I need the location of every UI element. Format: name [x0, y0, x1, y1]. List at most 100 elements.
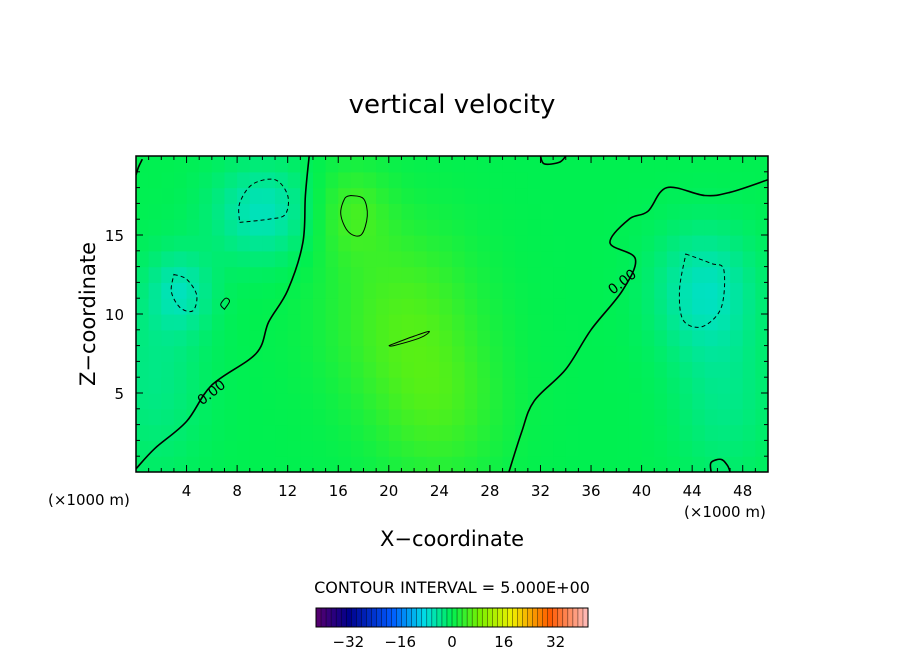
- heatmap-cell: [654, 235, 668, 252]
- heatmap-cell: [300, 282, 314, 299]
- heatmap-cell: [376, 171, 390, 189]
- colorbar-frame: [315, 607, 589, 628]
- heatmap-cell: [376, 377, 390, 394]
- heatmap-cell: [376, 266, 390, 283]
- heatmap-cell: [338, 171, 352, 189]
- heatmap-cell: [211, 250, 226, 268]
- heatmap-cell: [388, 156, 403, 173]
- heatmap-cell: [692, 282, 706, 299]
- heatmap-cell: [603, 266, 617, 283]
- heatmap-cell: [275, 377, 289, 394]
- heatmap-cell: [717, 361, 731, 378]
- heatmap-cell: [717, 250, 731, 268]
- heatmap-cell: [578, 361, 592, 378]
- heatmap-cell: [540, 408, 554, 426]
- heatmap-cell: [173, 408, 188, 426]
- heatmap-cell: [755, 456, 768, 472]
- heatmap-cell: [376, 187, 390, 204]
- colorbar-swatch: [567, 608, 574, 627]
- heatmap-cell: [199, 250, 213, 268]
- heatmap-cell: [376, 345, 390, 362]
- heatmap-cell: [616, 345, 630, 362]
- heatmap-cell: [262, 456, 276, 472]
- heatmap-cell: [376, 329, 390, 347]
- heatmap-cell: [755, 298, 768, 315]
- heatmap-cell: [414, 282, 428, 299]
- heatmap-cell: [540, 393, 554, 410]
- heatmap-cell: [717, 156, 731, 173]
- heatmap-cell: [414, 345, 428, 362]
- heatmap-cell: [527, 203, 542, 220]
- heatmap-cell: [641, 250, 655, 268]
- heatmap-cell: [161, 203, 175, 220]
- colorbar-swatch: [441, 608, 448, 627]
- heatmap-cell: [338, 156, 352, 173]
- heatmap-cell: [717, 171, 731, 189]
- heatmap-cell: [350, 361, 365, 378]
- heatmap-cell: [312, 408, 327, 426]
- heatmap-cell: [641, 440, 655, 457]
- heatmap-cell: [527, 282, 542, 299]
- heatmap-cell: [211, 314, 226, 331]
- heatmap-cell: [249, 361, 263, 378]
- heatmap-cell: [363, 314, 377, 331]
- heatmap-cell: [489, 219, 504, 236]
- heatmap-cell: [439, 408, 453, 426]
- heatmap-cell: [616, 203, 630, 220]
- heatmap-cell: [603, 424, 617, 441]
- heatmap-cell: [325, 235, 339, 252]
- heatmap-cell: [414, 424, 428, 441]
- contour-negative: [678, 253, 726, 328]
- heatmap-cell: [565, 377, 579, 394]
- heatmap-cell: [628, 329, 643, 347]
- heatmap-cell: [515, 219, 529, 236]
- heatmap-cell: [591, 377, 605, 394]
- heatmap-cell: [224, 456, 238, 472]
- contour-zero: [136, 156, 310, 470]
- heatmap-cell: [338, 282, 352, 299]
- heatmap-cell: [527, 440, 542, 457]
- heatmap-cell: [679, 298, 693, 315]
- colorbar-swatch: [557, 608, 564, 627]
- heatmap-cell: [350, 156, 365, 173]
- heatmap-cell: [578, 393, 592, 410]
- contour-positive: [388, 330, 430, 347]
- heatmap-cell: [199, 298, 213, 315]
- heatmap-cell: [679, 266, 693, 283]
- contour-lines: [136, 156, 768, 472]
- heatmap-cell: [363, 282, 377, 299]
- heatmap-cell: [388, 282, 403, 299]
- heatmap-cell: [414, 266, 428, 283]
- heatmap-cell: [477, 219, 491, 236]
- heatmap-cell: [742, 156, 756, 173]
- colorbar-swatch: [497, 608, 503, 627]
- heatmap-cell: [262, 235, 276, 252]
- heatmap-cell: [148, 298, 162, 315]
- heatmap-cell: [553, 314, 567, 331]
- heatmap-cell: [148, 235, 162, 252]
- heatmap-cell: [426, 171, 440, 189]
- heatmap-cell: [224, 424, 238, 441]
- colorbar-swatch: [346, 608, 352, 627]
- heatmap-cell: [363, 456, 377, 472]
- heatmap-cell: [692, 219, 706, 236]
- heatmap-cell: [540, 235, 554, 252]
- heatmap-cell: [452, 187, 466, 204]
- heatmap-cell: [363, 408, 377, 426]
- heatmap-cell: [464, 298, 478, 315]
- contour-negative: [238, 178, 289, 223]
- heatmap-cell: [464, 282, 478, 299]
- heatmap-cell: [401, 219, 415, 236]
- heatmap-cell: [300, 345, 314, 362]
- heatmap-cell: [388, 298, 403, 315]
- heatmap-cell: [730, 250, 744, 268]
- heatmap-cell: [730, 171, 744, 189]
- x-axis-label: X−coordinate: [380, 527, 524, 551]
- heatmap-cell: [515, 156, 529, 173]
- heatmap-cell: [173, 266, 188, 283]
- heatmap-cell: [401, 250, 415, 268]
- heatmap-cell: [312, 203, 327, 220]
- heatmap-cell: [211, 187, 226, 204]
- colorbar-swatch: [572, 608, 579, 627]
- heatmap-cell: [616, 440, 630, 457]
